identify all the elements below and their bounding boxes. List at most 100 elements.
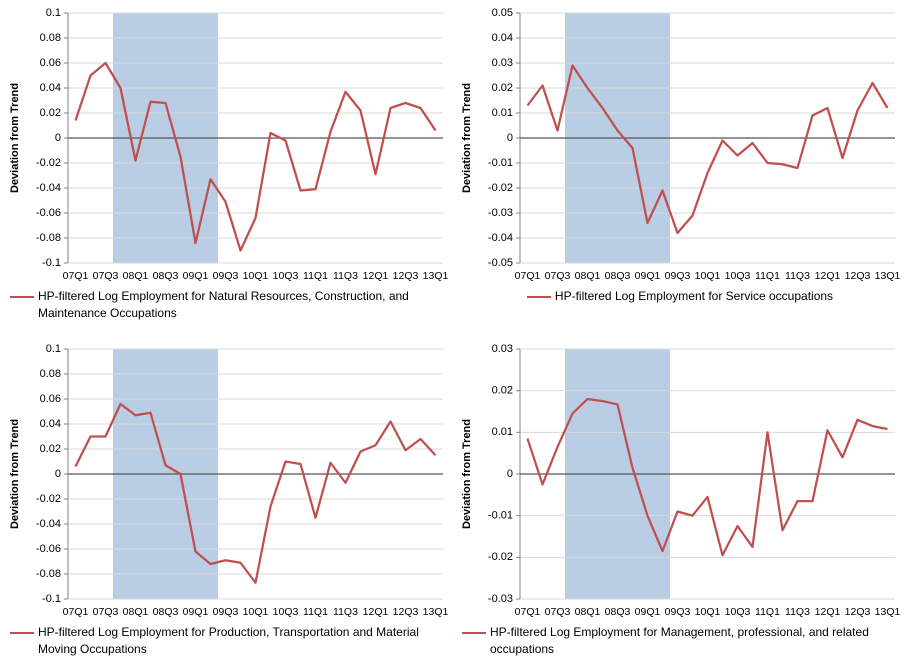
x-tick-label: 10Q1 xyxy=(695,270,721,282)
y-tick-label: 0.04 xyxy=(40,82,61,94)
x-tick-label: 11Q1 xyxy=(303,606,328,618)
x-tick-label: 10Q3 xyxy=(273,270,299,282)
x-tick-label: 11Q3 xyxy=(333,606,358,618)
y-tick-label: 0.06 xyxy=(40,393,61,405)
chart-panel: -0.1 -0.08 -0.06 -0.04 -0.02 0 0.02 0.04 0.06 0.0… xyxy=(0,0,452,326)
y-tick-label: -0.01 xyxy=(488,157,513,169)
chart: -0.03 -0.02 -0.01 0 0.01 0.02 0.03 Deviation fr… xyxy=(461,343,901,618)
x-tick-label: 08Q3 xyxy=(605,270,631,282)
chart-panel: -0.03 -0.02 -0.01 0 0.01 0.02 0.03 Deviation fr… xyxy=(452,336,904,662)
y-tick-label: -0.01 xyxy=(488,510,513,522)
y-tick-label: -0.03 xyxy=(488,593,513,605)
y-tick-label: 0 xyxy=(55,468,61,480)
y-tick-label: 0.1 xyxy=(46,343,61,355)
x-tick-label: 11Q1 xyxy=(755,606,780,618)
x-tick-label: 13Q1 xyxy=(875,606,901,618)
x-tick-label: 08Q3 xyxy=(153,270,179,282)
x-tick-label: 13Q1 xyxy=(423,606,449,618)
chart: -0.1 -0.08 -0.06 -0.04 -0.02 0 0.02 0.04 0.06 0.0… xyxy=(9,7,449,282)
x-tick-label: 08Q1 xyxy=(123,606,149,618)
y-tick-label: 0 xyxy=(55,132,61,144)
y-tick-label: -0.1 xyxy=(42,593,61,605)
series-line xyxy=(74,61,437,252)
legend: HP-filtered Log Employment for Service o… xyxy=(462,288,898,305)
x-tick-label: 10Q1 xyxy=(243,606,269,618)
y-tick-label: 0.02 xyxy=(492,82,513,94)
x-tick-label: 09Q1 xyxy=(183,270,209,282)
x-tick-label: 07Q3 xyxy=(93,606,119,618)
x-tick-label: 11Q3 xyxy=(333,270,358,282)
y-tick-label: -0.02 xyxy=(488,182,513,194)
x-tick-label: 07Q3 xyxy=(93,270,119,282)
y-tick-label: 0.01 xyxy=(492,107,513,119)
x-tick-label: 12Q1 xyxy=(363,606,389,618)
x-tick-label: 13Q1 xyxy=(875,270,901,282)
y-tick-label: 0.04 xyxy=(40,418,61,430)
x-tick-label: 09Q1 xyxy=(635,606,661,618)
x-tick-label: 09Q3 xyxy=(213,606,239,618)
x-tick-label: 12Q3 xyxy=(393,606,419,618)
x-tick-label: 09Q3 xyxy=(665,270,691,282)
y-tick-label: -0.04 xyxy=(36,518,61,530)
y-tick-label: -0.1 xyxy=(42,257,61,269)
series-line xyxy=(74,402,437,584)
y-axis-title: Deviation from Trend xyxy=(9,419,21,529)
series-line xyxy=(526,64,889,235)
y-tick-label: -0.08 xyxy=(36,568,61,580)
legend: HP-filtered Log Employment for Managemen… xyxy=(462,624,898,658)
x-tick-label: 07Q1 xyxy=(515,606,541,618)
x-tick-label: 08Q3 xyxy=(605,606,631,618)
y-tick-label: -0.03 xyxy=(488,207,513,219)
legend-swatch xyxy=(462,632,486,634)
x-tick-label: 10Q1 xyxy=(243,270,269,282)
legend-swatch xyxy=(10,632,34,634)
chart-panel: -0.05 -0.04 -0.03 -0.02 -0.01 0 0.01 0.02 0.03 0.… xyxy=(452,0,904,326)
y-axis-title: Deviation from Trend xyxy=(9,83,21,193)
legend-swatch xyxy=(526,296,551,298)
y-tick-label: 0.01 xyxy=(492,426,513,438)
x-tick-label: 10Q3 xyxy=(273,606,299,618)
legend-label: HP-filtered Log Employment for Natural R… xyxy=(38,289,409,320)
x-tick-label: 07Q3 xyxy=(545,606,571,618)
chart: -0.05 -0.04 -0.03 -0.02 -0.01 0 0.01 0.02 0.03 0.… xyxy=(461,7,901,282)
x-tick-label: 07Q1 xyxy=(515,270,541,282)
x-tick-label: 12Q3 xyxy=(845,270,871,282)
y-tick-label: -0.04 xyxy=(488,232,513,244)
legend-label: HP-filtered Log Employment for Productio… xyxy=(38,625,419,656)
x-tick-label: 09Q1 xyxy=(635,270,661,282)
y-tick-label: 0.03 xyxy=(492,57,513,69)
x-tick-label: 09Q3 xyxy=(213,270,239,282)
x-tick-label: 07Q3 xyxy=(545,270,571,282)
y-tick-label: -0.02 xyxy=(488,551,513,563)
y-tick-label: -0.06 xyxy=(36,543,61,555)
y-tick-label: 0.08 xyxy=(40,368,61,380)
x-tick-label: 07Q1 xyxy=(63,606,89,618)
y-tick-label: 0.02 xyxy=(40,443,61,455)
x-tick-label: 11Q3 xyxy=(785,606,810,618)
y-tick-label: 0.02 xyxy=(492,385,513,397)
y-tick-label: 0.03 xyxy=(492,343,513,355)
x-tick-label: 09Q3 xyxy=(665,606,691,618)
y-axis-title: Deviation from Trend xyxy=(461,83,473,193)
y-tick-label: 0 xyxy=(507,468,513,480)
legend: HP-filtered Log Employment for Natural R… xyxy=(10,288,446,322)
x-tick-label: 12Q1 xyxy=(363,270,389,282)
legend-swatch xyxy=(10,296,34,298)
x-tick-label: 08Q1 xyxy=(575,270,601,282)
x-tick-label: 12Q3 xyxy=(393,270,419,282)
y-tick-label: -0.04 xyxy=(36,182,61,194)
y-tick-label: 0 xyxy=(507,132,513,144)
y-tick-label: -0.02 xyxy=(36,493,61,505)
y-tick-label: 0.06 xyxy=(40,57,61,69)
x-tick-label: 10Q1 xyxy=(695,606,721,618)
y-tick-label: 0.05 xyxy=(492,7,513,19)
y-tick-label: -0.06 xyxy=(36,207,61,219)
y-tick-label: 0.02 xyxy=(40,107,61,119)
x-tick-label: 12Q1 xyxy=(815,606,841,618)
x-tick-label: 13Q1 xyxy=(423,270,449,282)
x-tick-label: 10Q3 xyxy=(725,270,751,282)
y-tick-label: 0.1 xyxy=(46,7,61,19)
x-tick-label: 08Q1 xyxy=(575,606,601,618)
y-axis-title: Deviation from Trend xyxy=(461,419,473,529)
